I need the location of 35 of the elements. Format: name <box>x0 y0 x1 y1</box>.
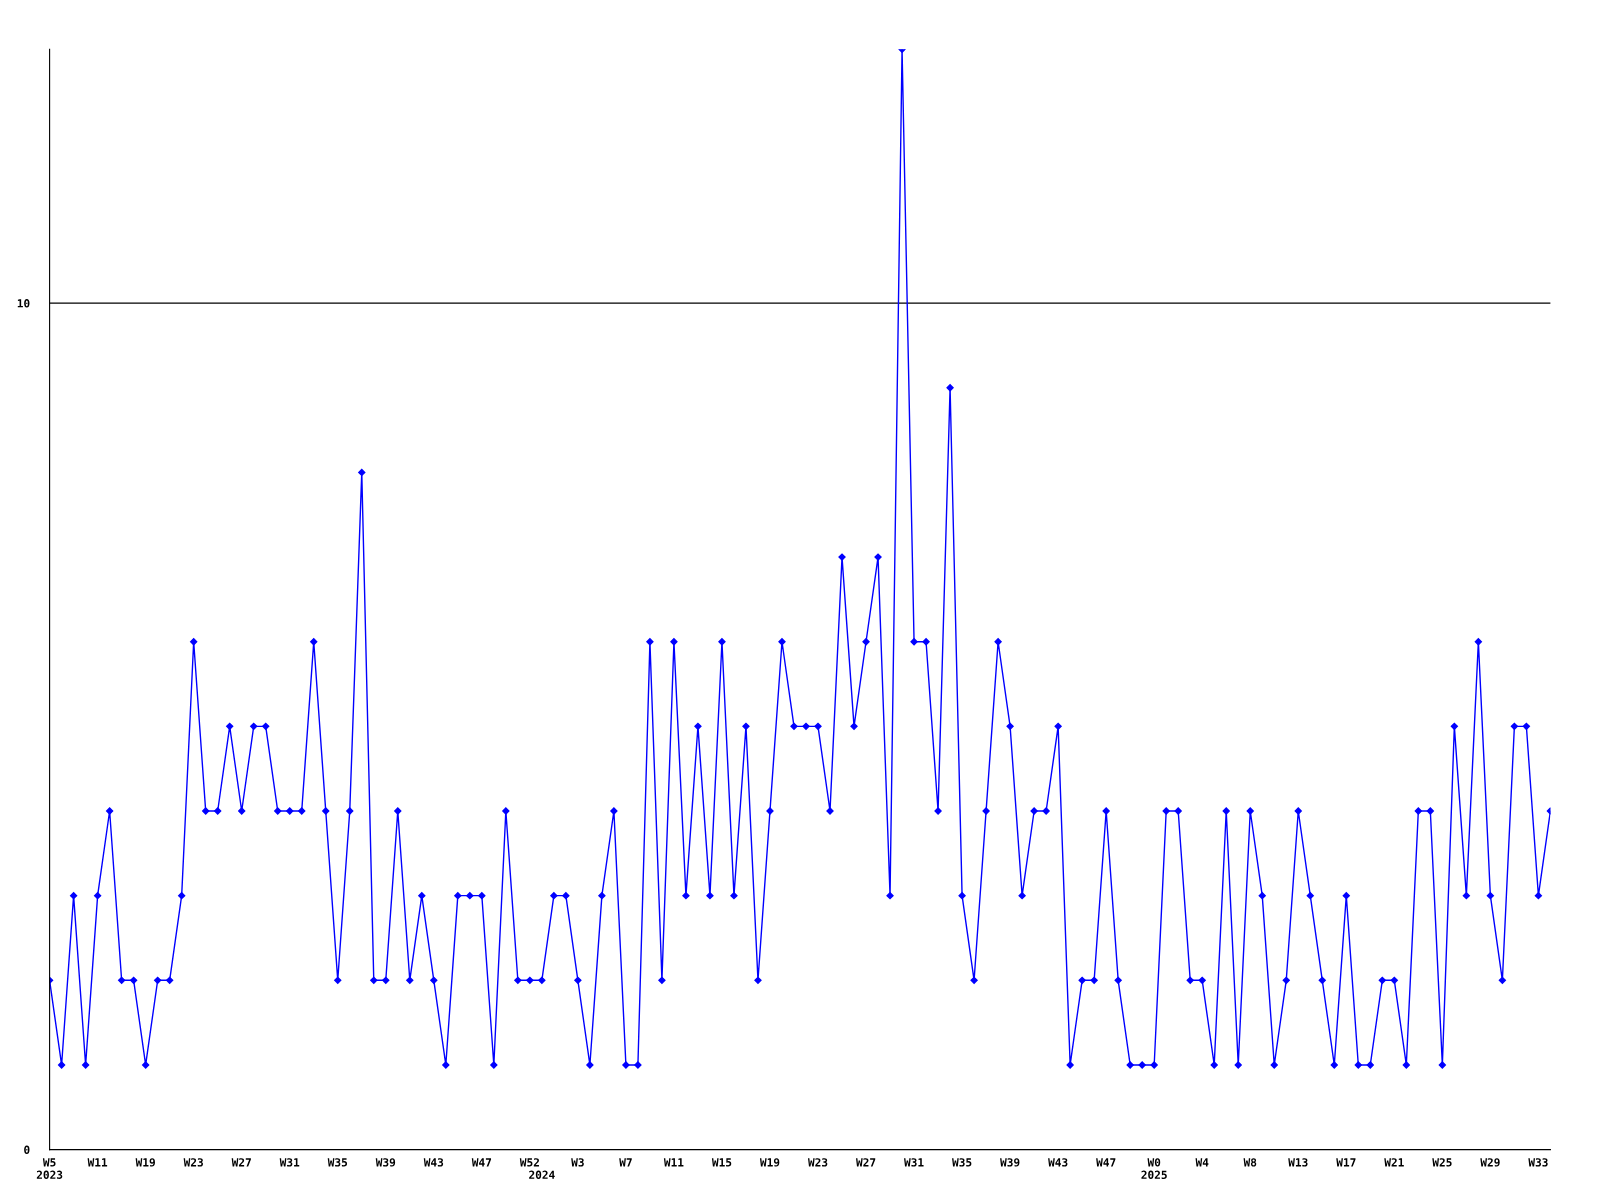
x-tick-label: W11 <box>87 1158 108 1167</box>
x-tick-label: W47 <box>471 1158 492 1167</box>
x-tick-label: W52 <box>519 1158 539 1167</box>
x-tick-label: W13 <box>1288 1158 1308 1167</box>
x-tick-label: W43 <box>1048 1158 1068 1167</box>
x-tick-label: 2024 <box>529 1170 555 1179</box>
x-tick-label: W15 <box>711 1158 732 1167</box>
y-tick-label: 0 <box>24 1145 30 1154</box>
x-tick-label: W21 <box>1384 1158 1404 1167</box>
x-tick-label: W0 2025 <box>1141 1158 1167 1179</box>
x-tick-label: W39 <box>1000 1158 1020 1167</box>
x-tick-label: W31 <box>279 1158 300 1167</box>
x-tick-label: W3 <box>571 1158 584 1167</box>
x-tick-label: W8 <box>1243 1158 1257 1167</box>
x-tick-label: W23 <box>807 1158 828 1167</box>
y-tick-label: 10 <box>17 299 30 308</box>
x-tick-label: W43 <box>423 1158 444 1167</box>
x-tick-label: W39 <box>375 1158 396 1167</box>
x-tick-label: W35 <box>952 1158 972 1167</box>
x-tick-label: W27 <box>856 1158 876 1167</box>
x-tick-label: W29 <box>1480 1158 1500 1167</box>
x-tick-label: W25 <box>1432 1158 1452 1167</box>
x-tick-label: W23 <box>183 1158 203 1167</box>
x-tick-label: W4 <box>1195 1158 1209 1167</box>
x-tick-label: W47 <box>1096 1158 1116 1167</box>
x-tick-label: W11 <box>663 1158 684 1167</box>
x-tick-label: W31 <box>904 1158 924 1167</box>
x-tick-label: W19 <box>135 1158 155 1167</box>
x-tick-label: W27 <box>231 1158 251 1167</box>
x-tick-label: W35 <box>327 1158 348 1167</box>
x-tick-label: W33 <box>1528 1158 1548 1167</box>
x-tick-label: W19 <box>759 1158 780 1167</box>
x-tick-label: W5 2023 <box>36 1158 63 1179</box>
x-tick-label: W7 <box>619 1158 632 1167</box>
x-tick-label: W17 <box>1336 1158 1356 1167</box>
